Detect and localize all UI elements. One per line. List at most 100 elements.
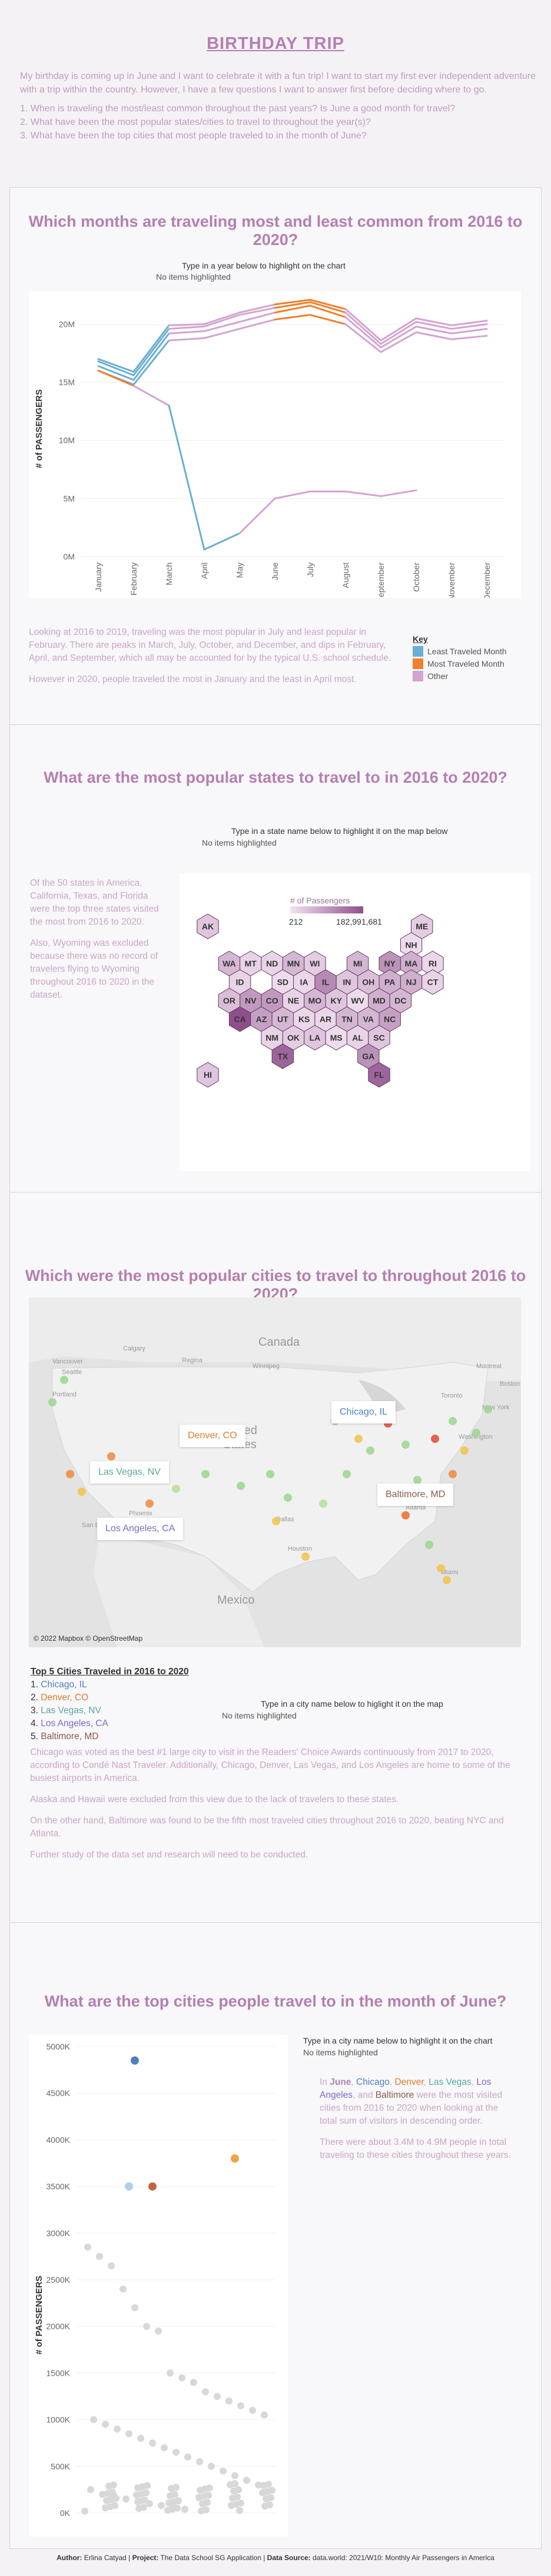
- map-label-las-vegas[interactable]: Las Vegas, NV: [90, 1461, 169, 1484]
- map-place-label: Toronto: [441, 1392, 463, 1399]
- state-hex-nm[interactable]: NM: [261, 1025, 283, 1051]
- june-highlight-status[interactable]: No items highlighted: [303, 2048, 378, 2057]
- city-highlight-status[interactable]: No items highlighted: [222, 1711, 297, 1720]
- state-hex-label: IN: [343, 978, 351, 987]
- state-hex-ks[interactable]: KS: [293, 1006, 316, 1032]
- y-axis-label: # of PASSENGERS: [34, 389, 44, 468]
- map-label-denver[interactable]: Denver, CO: [180, 1425, 245, 1447]
- june-cities-scatter[interactable]: 0K 500K 1000K 1500K 2000K 2500K 3000K 3500K 4000…: [29, 2035, 288, 2537]
- scatter-point: [202, 2388, 209, 2396]
- series-line-segment: [344, 312, 382, 345]
- map-label-los-angeles[interactable]: Los Angeles, CA: [97, 1518, 184, 1540]
- month-legend: Key Least Traveled Month Most Traveled M…: [413, 634, 507, 683]
- series-line-segment: [168, 330, 205, 335]
- legend-title: Key: [413, 634, 428, 644]
- state-hex-wv[interactable]: WV: [346, 988, 369, 1014]
- legend-swatch: [413, 646, 423, 657]
- scatter-point: [231, 2472, 238, 2479]
- city-dot: [401, 1441, 410, 1449]
- city-map[interactable]: CanadaUnitedStatesMexicoVancouverSeattle…: [29, 1297, 521, 1647]
- state-hex-az[interactable]: AZ: [250, 1006, 273, 1032]
- state-hex-ny[interactable]: NY: [379, 951, 401, 976]
- map-place-label: Montreal: [476, 1363, 502, 1370]
- us-map-canvas[interactable]: CanadaUnitedStatesMexicoVancouverSeattle…: [29, 1297, 521, 1647]
- x-tick-label: November: [447, 562, 456, 598]
- city-denver: Denver: [394, 2077, 424, 2087]
- state-hex-ky[interactable]: KY: [325, 988, 347, 1014]
- state-hex-va[interactable]: VA: [357, 1006, 380, 1032]
- section4-paragraph-2: There were about 3.4M to 4.9M people in …: [320, 2137, 511, 2160]
- map-label-text: Chicago, IL: [340, 1407, 387, 1417]
- city-dot: [413, 1476, 421, 1484]
- canada-land: [29, 1297, 521, 1382]
- section3-paragraph-2: Alaska and Hawaii were excluded from thi…: [30, 1794, 399, 1804]
- series-line-segment: [450, 335, 488, 340]
- state-hex-fl[interactable]: FL: [368, 1062, 390, 1088]
- state-hex-ga[interactable]: GA: [357, 1043, 380, 1070]
- top5-city: Chicago, IL: [41, 1680, 87, 1690]
- map-place-label: Phoenix: [129, 1510, 152, 1517]
- state-hex-me[interactable]: ME: [411, 913, 433, 939]
- map-attribution: © 2022 Mapbox © OpenStreetMap: [34, 1634, 143, 1643]
- state-hex-label: AL: [352, 1033, 363, 1042]
- state-hex-tx[interactable]: TX: [271, 1043, 294, 1070]
- state-hex-ma[interactable]: MA: [400, 951, 423, 976]
- state-hex-ri[interactable]: RI: [421, 951, 444, 976]
- monthly-passengers-line-chart[interactable]: 0M 5M 10M 15M 20M # of PASSENGERS January Febru…: [29, 292, 521, 602]
- y-tick-label: 2500K: [47, 2275, 71, 2284]
- state-hex-ut[interactable]: UT: [271, 1006, 294, 1032]
- hex-legend-min: 212: [289, 917, 303, 926]
- legend-item-other[interactable]: Other: [413, 671, 507, 681]
- state-hex-al[interactable]: AL: [346, 1025, 369, 1051]
- legend-label: Least Traveled Month: [427, 647, 507, 656]
- y-tick-label: 4000K: [47, 2135, 71, 2144]
- y-tick-label: 4500K: [47, 2088, 71, 2098]
- scatter-point: [227, 2481, 234, 2489]
- state-hex-ms[interactable]: MS: [325, 1025, 347, 1051]
- section3-heading: Which were the most popular cities to tr…: [25, 1267, 526, 1303]
- state-hex-ct[interactable]: CT: [421, 969, 444, 995]
- scatter-point: [120, 2285, 127, 2293]
- state-hex-ak[interactable]: AK: [197, 913, 219, 939]
- map-label-baltimore[interactable]: Baltimore, MD: [377, 1484, 454, 1506]
- legend-item-least[interactable]: Least Traveled Month: [413, 646, 507, 657]
- question-3: 3. What have been the top cities that mo…: [20, 131, 367, 141]
- top5-item[interactable]: 4. Los Angeles, CA: [31, 1717, 189, 1730]
- state-hex-la[interactable]: LA: [304, 1025, 326, 1051]
- state-hex-wa[interactable]: WA: [218, 951, 241, 976]
- state-hex-hi[interactable]: HI: [197, 1062, 219, 1088]
- top5-item[interactable]: 1. Chicago, IL: [31, 1678, 189, 1691]
- city-dot: [145, 1499, 154, 1508]
- top5-title: Top 5 Cities Traveled in 2016 to 2020: [31, 1667, 189, 1677]
- map-label-chicago[interactable]: Chicago, IL: [331, 1401, 396, 1423]
- state-hex-nh[interactable]: NH: [400, 932, 423, 958]
- top5-city: Denver, CO: [41, 1693, 89, 1703]
- state-hex-label: WV: [351, 996, 364, 1005]
- scatter-point: [164, 2507, 171, 2514]
- state-hex-il[interactable]: IL: [314, 969, 337, 995]
- map-place-label: Dallas: [276, 1516, 294, 1523]
- year-highlight-status[interactable]: No items highlighted: [156, 272, 231, 282]
- top5-item[interactable]: 2. Denver, CO: [31, 1691, 189, 1704]
- legend-item-most[interactable]: Most Traveled Month: [413, 658, 507, 669]
- series-line-segment: [450, 323, 488, 330]
- state-hex-sc[interactable]: SC: [368, 1025, 390, 1051]
- city-dot: [107, 1452, 115, 1461]
- state-hex-mo[interactable]: MO: [304, 988, 326, 1014]
- state-hex-nd[interactable]: ND: [261, 951, 283, 976]
- state-hex-label: KS: [298, 1015, 310, 1024]
- x-tick-label: October: [411, 562, 421, 592]
- year-highlight-hint: Type in a year below to highlight on the…: [182, 261, 346, 270]
- state-hex-ok[interactable]: OK: [282, 1025, 305, 1051]
- scatter-point: [220, 2467, 227, 2475]
- state-hex-dc[interactable]: DC: [389, 988, 411, 1014]
- top5-item[interactable]: 3. Las Vegas, NV: [31, 1704, 189, 1717]
- state-highlight-status[interactable]: No items highlighted: [202, 838, 277, 847]
- city-baltimore: Baltimore: [375, 2090, 414, 2100]
- state-hex-pa[interactable]: PA: [379, 969, 401, 995]
- top5-item[interactable]: 5. Baltimore, MD: [31, 1730, 189, 1743]
- state-hex-map[interactable]: AK ME NH WA MT ND MN WI MI NY MA RI ID SD IA IL IN OH PA NJ…: [180, 873, 530, 1171]
- series-line-segment: [450, 327, 488, 335]
- map-place-label: Winnipeg: [253, 1363, 280, 1370]
- scatter-point: [196, 2458, 203, 2465]
